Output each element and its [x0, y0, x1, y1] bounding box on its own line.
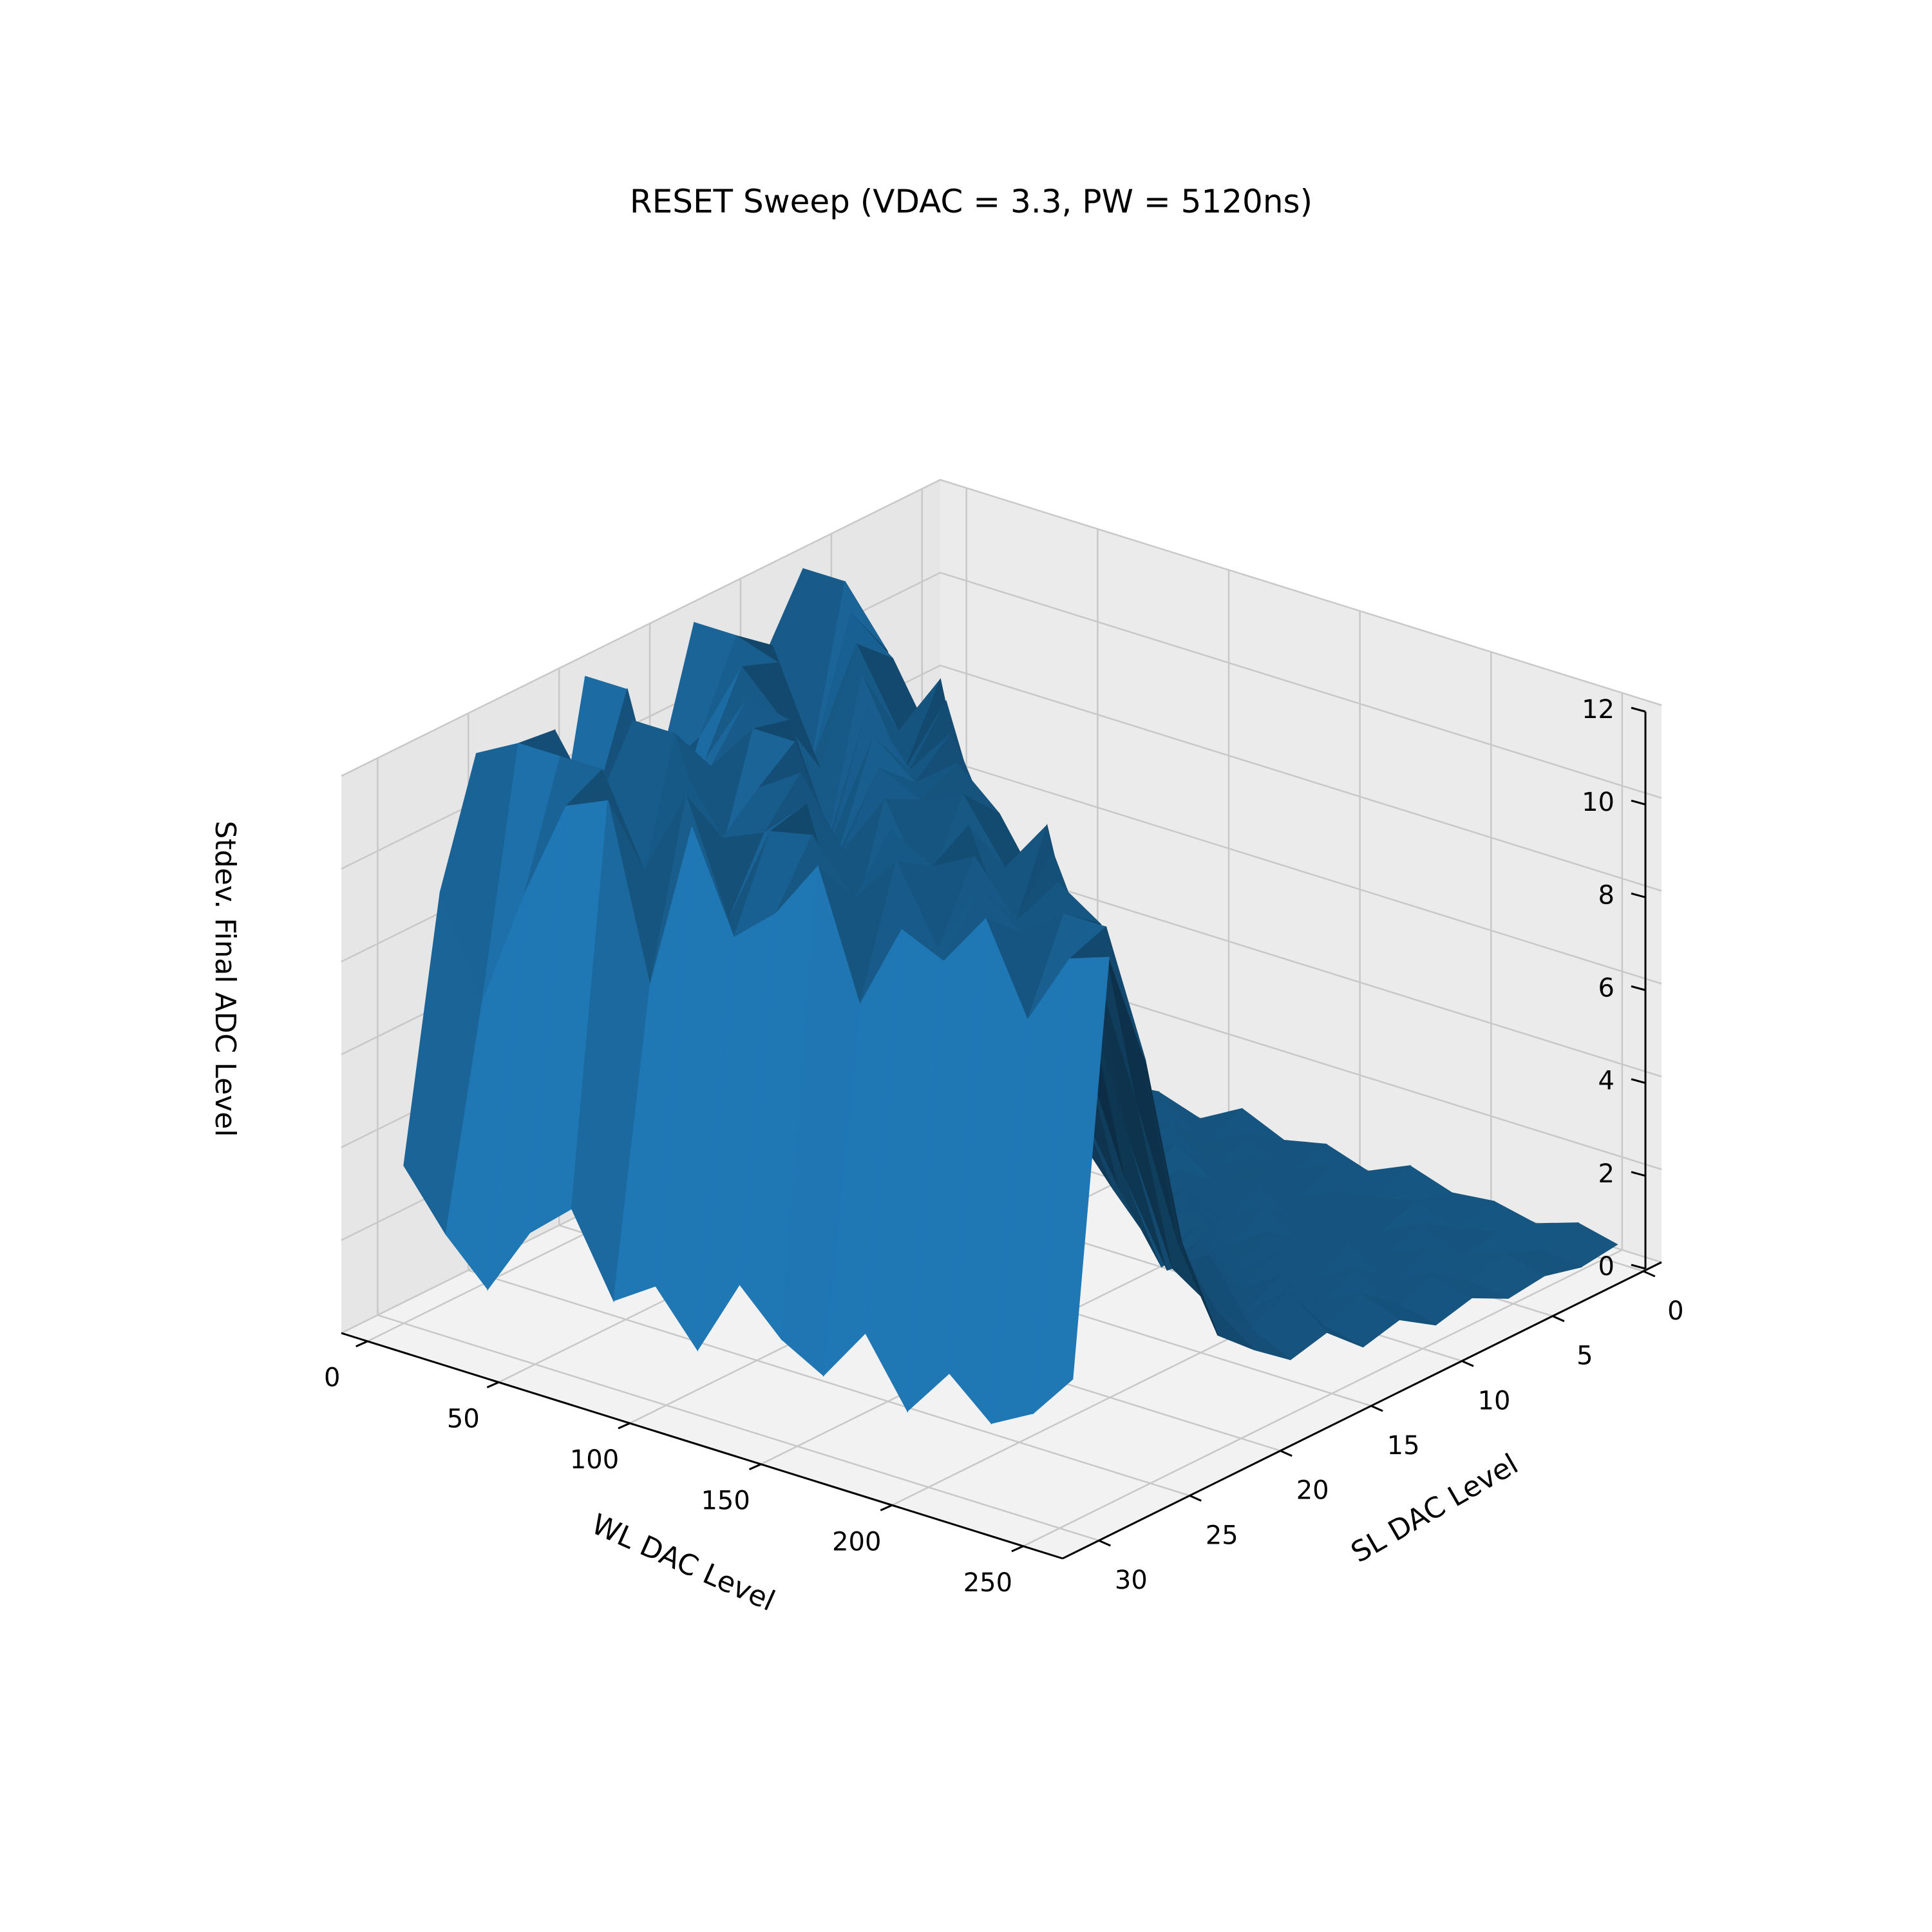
z-tick-label: 4 [1598, 1066, 1615, 1096]
x-tick-mark [749, 1463, 762, 1471]
y-axis-line [1062, 1261, 1662, 1560]
gridline-z [341, 478, 1662, 777]
y-tick-mark [1280, 1450, 1293, 1457]
chart-title: RESET Sweep (VDAC = 3.3, PW = 5120ns) [630, 183, 1312, 220]
z-tick-mark [1631, 892, 1646, 898]
z-tick-mark [1631, 985, 1646, 991]
z-tick-mark [1631, 1171, 1646, 1177]
y-tick-mark [1098, 1539, 1111, 1547]
y-axis-label: SL DAC Level [1346, 1448, 1524, 1569]
z-tick-label: 10 [1582, 788, 1615, 817]
y-tick-label: 10 [1478, 1386, 1511, 1416]
y-tick-mark [1552, 1315, 1565, 1323]
x-tick-label: 0 [324, 1363, 340, 1393]
x-axis-label: WL DAC Level [587, 1508, 780, 1618]
x-tick-label: 150 [701, 1486, 750, 1516]
y-tick-label: 5 [1577, 1341, 1593, 1371]
x-axis-line [341, 1332, 1063, 1560]
z-tick-mark [1631, 706, 1646, 713]
tick-labels: 0 50 100 150 200 250 0 5 10 15 20 25 30 0 2 4 6 8 10 12 [324, 695, 1684, 1598]
x-tick-mark [355, 1340, 368, 1348]
x-tick-label: 50 [447, 1404, 480, 1434]
y-tick-mark [1461, 1359, 1474, 1367]
z-tick-label: 12 [1582, 695, 1615, 724]
z-axis-label: Stdev. Final ADC Level [209, 820, 242, 1137]
x-tick-label: 200 [832, 1527, 881, 1557]
x-tick-label: 250 [963, 1568, 1012, 1598]
y-tick-mark [1643, 1270, 1656, 1278]
y-tick-label: 0 [1667, 1296, 1683, 1326]
z-tick-label: 2 [1598, 1159, 1615, 1189]
z-tick-label: 0 [1598, 1252, 1615, 1282]
x-tick-mark [618, 1422, 630, 1430]
z-tick-label: 8 [1598, 880, 1615, 910]
x-tick-label: 100 [570, 1445, 619, 1475]
surface-facet [1032, 956, 1110, 1415]
x-tick-mark [1011, 1545, 1024, 1553]
z-tick-label: 6 [1598, 974, 1615, 1003]
x-tick-mark [880, 1504, 893, 1511]
z-tick-mark [1631, 1078, 1646, 1084]
z-tick-mark [1631, 1264, 1646, 1270]
x-tick-mark [486, 1381, 499, 1388]
y-tick-label: 20 [1296, 1476, 1329, 1506]
y-tick-mark [1370, 1405, 1383, 1412]
y-tick-label: 25 [1206, 1520, 1238, 1550]
y-tick-label: 15 [1387, 1431, 1420, 1461]
y-tick-label: 30 [1115, 1566, 1148, 1595]
surface-plot [403, 568, 1618, 1425]
z-tick-mark [1631, 799, 1646, 806]
y-tick-mark [1189, 1495, 1202, 1502]
